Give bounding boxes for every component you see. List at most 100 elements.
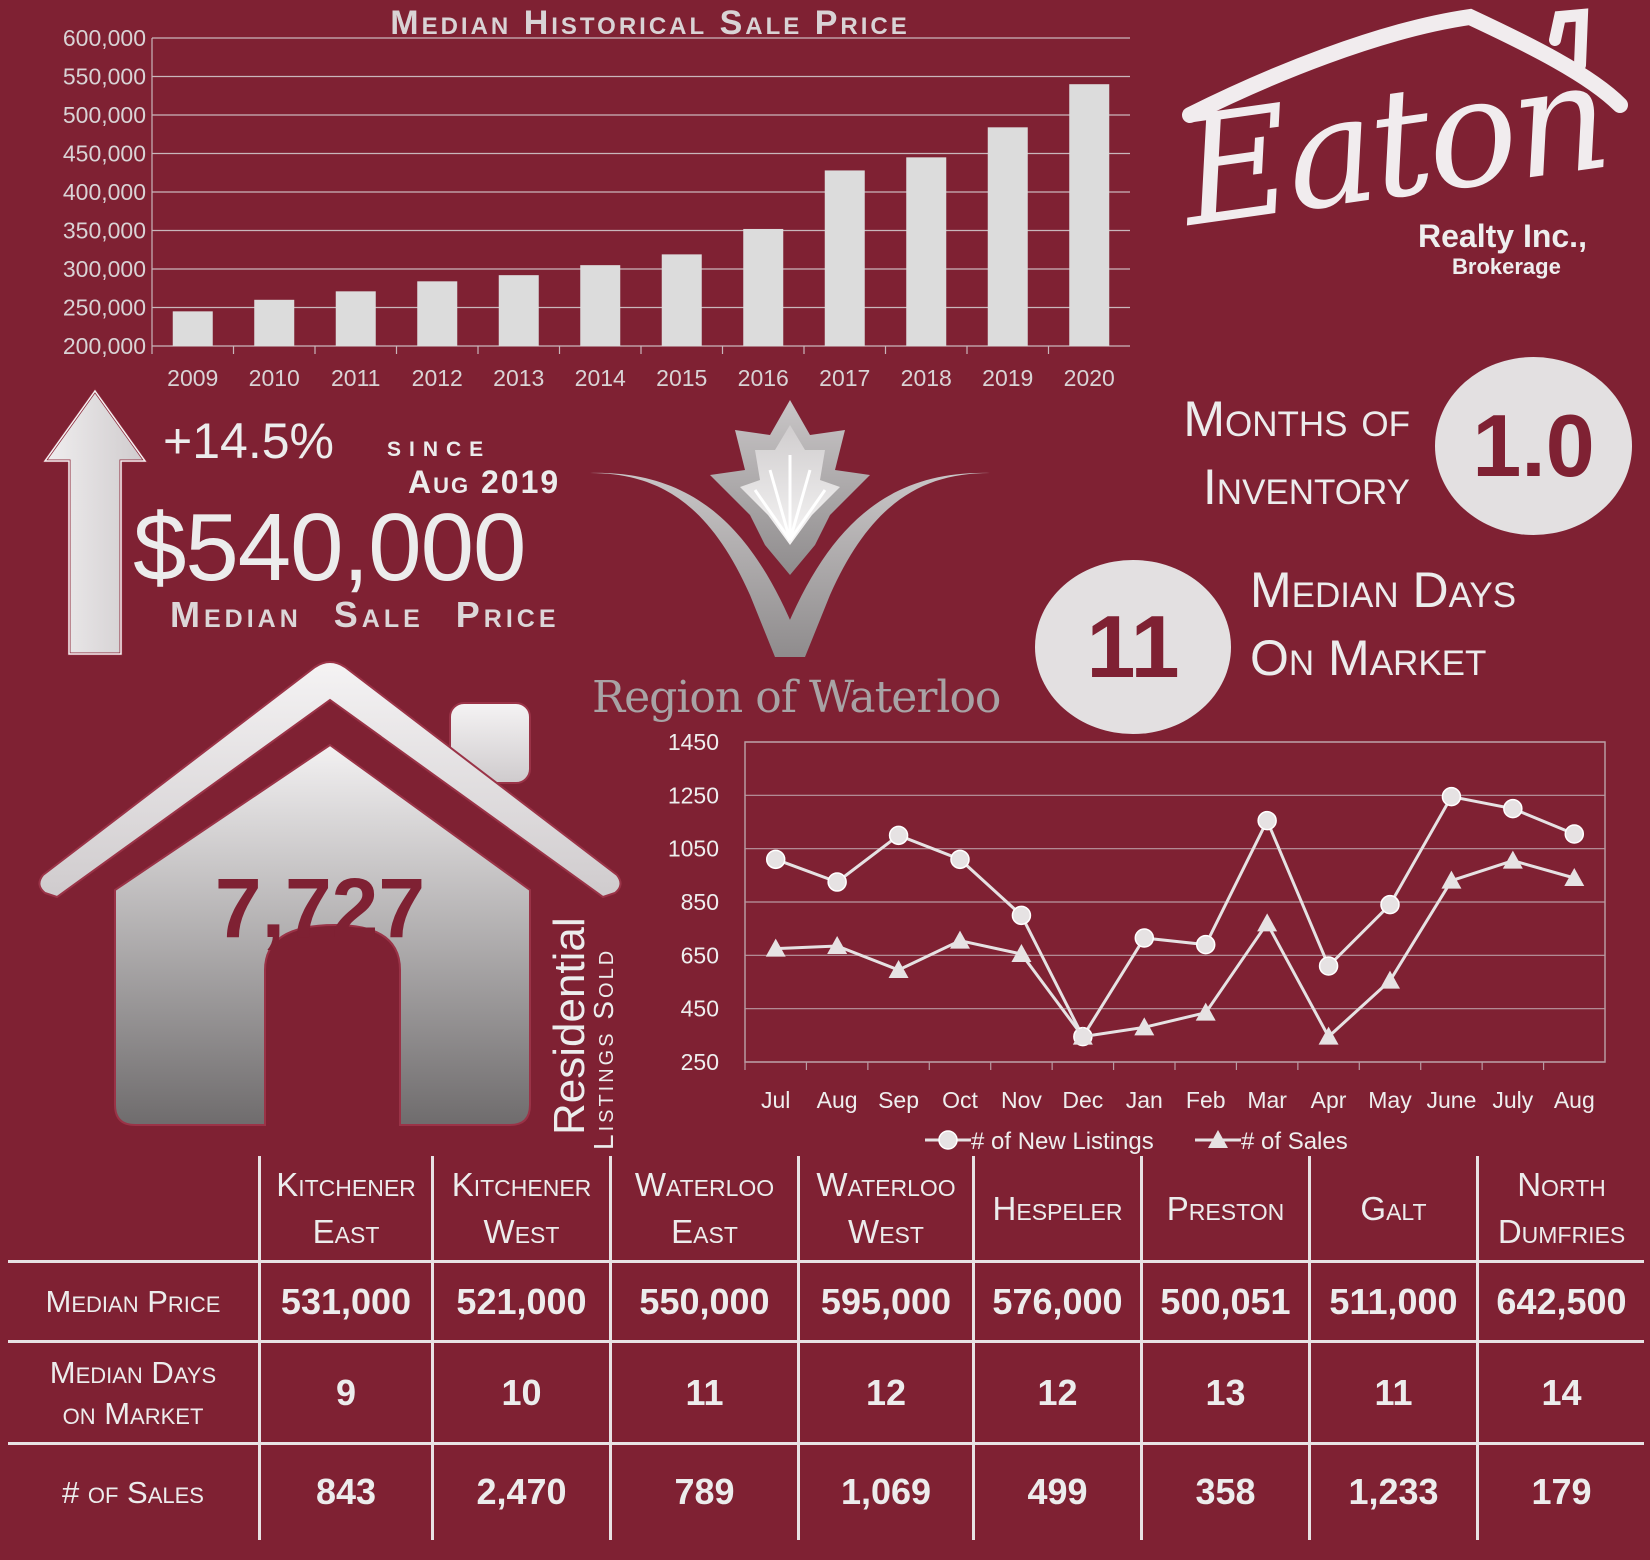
table-cell: 595,000 (797, 1260, 974, 1342)
row-header-line1: Median Price (45, 1284, 221, 1319)
data-point (1318, 1026, 1339, 1045)
bar (987, 127, 1028, 346)
table-col-header: Hespeler (972, 1156, 1142, 1262)
data-point (1441, 870, 1462, 889)
table-cell: 9 (258, 1340, 433, 1444)
col-header-line1: Preston (1166, 1189, 1285, 1227)
area-stats-table: Kitchener East Kitchener West Waterloo East… (8, 1156, 1644, 1540)
x-tick-label: 2011 (331, 365, 380, 391)
bar (254, 299, 295, 346)
house-icon (38, 661, 622, 1126)
up-arrow-icon (42, 388, 148, 656)
months-of-inventory-label-line1: Months of (1183, 391, 1410, 447)
legend-label: # of New Listings (971, 1128, 1154, 1155)
table-cell: 13 (1140, 1340, 1310, 1444)
data-point (888, 960, 909, 978)
col-header-line1: Kitchener (276, 1166, 416, 1203)
bar (172, 311, 213, 346)
data-point (950, 849, 970, 870)
table-cell: 12 (797, 1340, 974, 1444)
table-cell: 12 (972, 1340, 1142, 1444)
logo-brokerage-text: Brokerage (1452, 254, 1561, 279)
table-cell: 14 (1476, 1340, 1644, 1444)
x-tick-label: Nov (1001, 1087, 1042, 1113)
x-tick-label: June (1426, 1087, 1476, 1113)
y-tick-label: 250 (681, 1049, 719, 1075)
table-cell: 642,500 (1476, 1260, 1644, 1342)
months-of-inventory-value: 1.0 (1435, 357, 1632, 535)
x-tick-label: 2012 (412, 365, 463, 391)
x-tick-label: 2013 (493, 365, 544, 391)
table-col-header: Waterloo East (609, 1156, 799, 1262)
y-tick-label: 200,000 (63, 333, 146, 359)
logo-company-text: Realty Inc., (1418, 218, 1587, 254)
bar (580, 265, 621, 346)
y-tick-label: 850 (681, 889, 719, 915)
row-header-line1: Median Days (49, 1354, 217, 1390)
x-tick-label: Mar (1247, 1087, 1287, 1113)
x-tick-label: 2010 (249, 365, 300, 391)
x-tick-label: Sep (878, 1087, 919, 1113)
x-tick-label: Feb (1186, 1087, 1226, 1113)
listings-sales-line-chart: 250 450 650 850 1050 1250 1450 Jul Aug Sep Oct Nov D… (668, 729, 1606, 1155)
y-tick-label: 350,000 (63, 218, 146, 244)
y-tick-label: 500,000 (63, 102, 146, 128)
table-cell: 2,470 (431, 1442, 611, 1540)
x-tick-label: Jan (1126, 1087, 1163, 1113)
table-col-header: Waterloo West (797, 1156, 974, 1262)
y-tick-label: 650 (681, 942, 719, 968)
legend-marker (938, 1130, 958, 1150)
median-sale-price: $540,000 (133, 494, 526, 601)
legend-label: # of Sales (1241, 1128, 1348, 1155)
x-tick-label: 2009 (167, 365, 218, 391)
months-of-inventory-label: Months of Inventory (1140, 385, 1410, 521)
x-tick-label: May (1368, 1087, 1412, 1113)
x-tick-label: Aug (1554, 1087, 1595, 1113)
col-header-line2: East (312, 1213, 380, 1250)
bar-chart-title: Median Historical Sale Price (390, 4, 910, 42)
data-point (1380, 970, 1400, 989)
data-point (1011, 905, 1032, 926)
y-tick-label: 1450 (668, 729, 719, 755)
house-roof-logo-icon (1182, 8, 1628, 123)
y-tick-label: 450 (681, 996, 719, 1022)
data-point (765, 938, 786, 957)
table-cell: 358 (1140, 1442, 1310, 1540)
table-row: Median Days on Market 9 10 11 12 12 13 11… (8, 1340, 1644, 1444)
table-row: Median Price 531,000 521,000 550,000 595… (8, 1260, 1644, 1342)
col-header-line2: East (671, 1213, 738, 1250)
row-header: # of Sales (8, 1442, 260, 1540)
data-point (1195, 934, 1216, 955)
median-price-bar-chart: 200,000 250,000 300,000 350,000 400,000 450,0… (63, 25, 1130, 391)
series-line-1 (775, 794, 1575, 1040)
median-days-on-market-label: Median Days On Market (1250, 556, 1516, 692)
data-point (1072, 1026, 1093, 1045)
price-change-percent: +14.5% (163, 413, 334, 469)
y-tick-label: 400,000 (63, 179, 146, 205)
x-tick-label: Jul (761, 1087, 790, 1113)
data-point (827, 872, 847, 892)
table-cell: 1,233 (1308, 1442, 1478, 1540)
data-point (765, 849, 786, 870)
data-point (1134, 928, 1155, 948)
data-point (1257, 913, 1278, 932)
col-header-line1: Kitchener (451, 1166, 592, 1203)
data-point (827, 936, 848, 954)
data-point (1257, 810, 1277, 831)
table-cell: 789 (609, 1442, 799, 1540)
series-line-2 (775, 859, 1575, 1040)
y-tick-label: 300,000 (63, 256, 146, 282)
y-tick-label: 1250 (668, 782, 719, 808)
bar (1069, 84, 1110, 346)
data-point (1564, 824, 1585, 844)
data-point (888, 825, 909, 846)
table-cell: 511,000 (1308, 1260, 1478, 1342)
data-point (1441, 786, 1462, 807)
x-tick-label: 2016 (738, 365, 789, 391)
listings-sold-count: 7,727 (214, 861, 426, 955)
region-name: Region of Waterloo (592, 672, 1001, 723)
table-cell: 500,051 (1140, 1260, 1310, 1342)
y-tick-label: 450,000 (63, 141, 146, 167)
table-cell: 11 (609, 1340, 799, 1444)
table-cell: 11 (1308, 1340, 1478, 1444)
